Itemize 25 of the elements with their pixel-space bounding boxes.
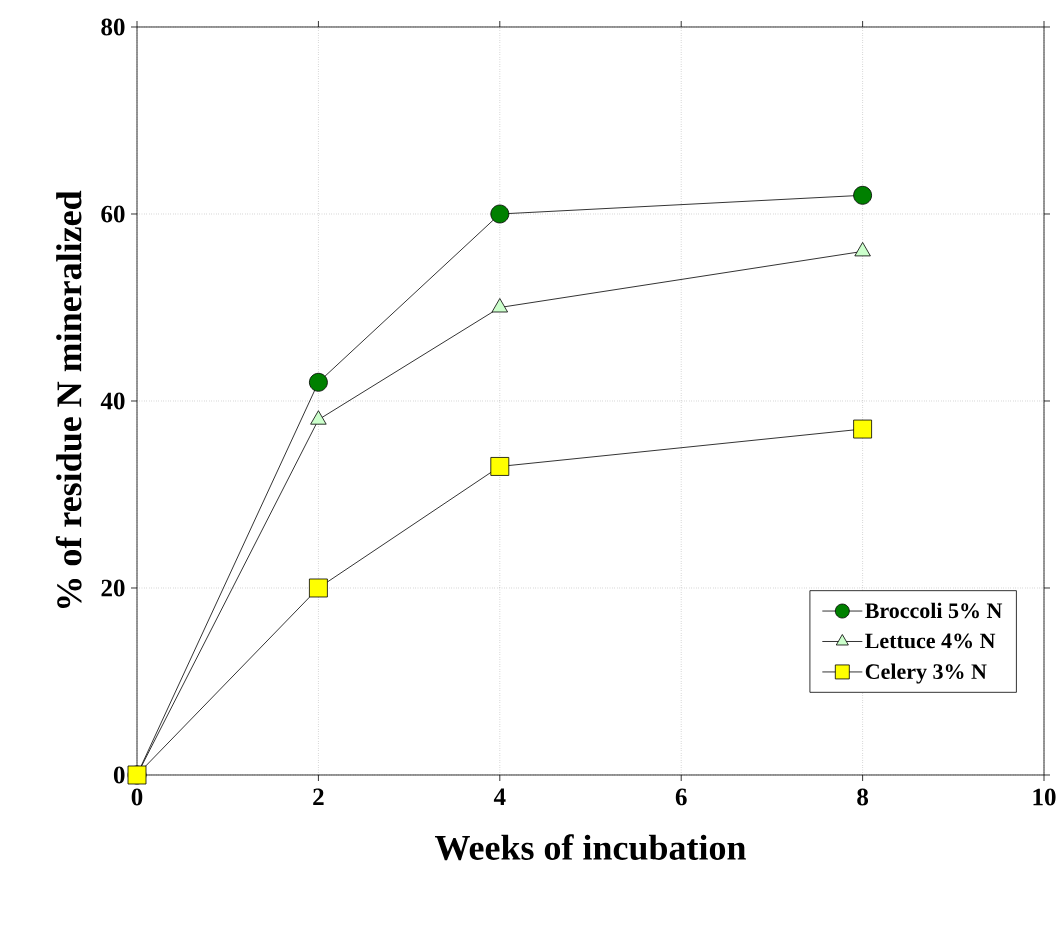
y-tick-label: 40 [100,392,125,410]
point [309,372,328,392]
y-tick-label: 20 [101,579,125,597]
point [853,185,873,205]
x-tick-label: 2 [313,788,324,806]
point [491,298,508,313]
point [490,457,510,476]
point [310,410,327,425]
legend-label: Broccoli 5% N [865,602,1003,619]
point [490,204,510,224]
x-axis-title: Weeks of incubation [434,834,746,861]
legend-label: Lettuce 4% N [865,633,996,649]
x-tick-label: 4 [493,788,506,805]
point [309,578,328,598]
legend-label: Celery 3% N [865,663,987,684]
y-tick-label: 60 [101,205,125,223]
y-tick-label: 80 [101,18,125,36]
x-tick-label: 0 [131,788,143,806]
y-axis-title: % of residue N mineralized [55,190,82,608]
x-tick-label: 10 [1033,788,1056,806]
x-tick-label: 8 [857,788,869,806]
x-tick-label: 6 [675,788,687,806]
point [853,419,873,439]
y-tick-label: 0 [113,766,125,784]
point [854,242,871,257]
